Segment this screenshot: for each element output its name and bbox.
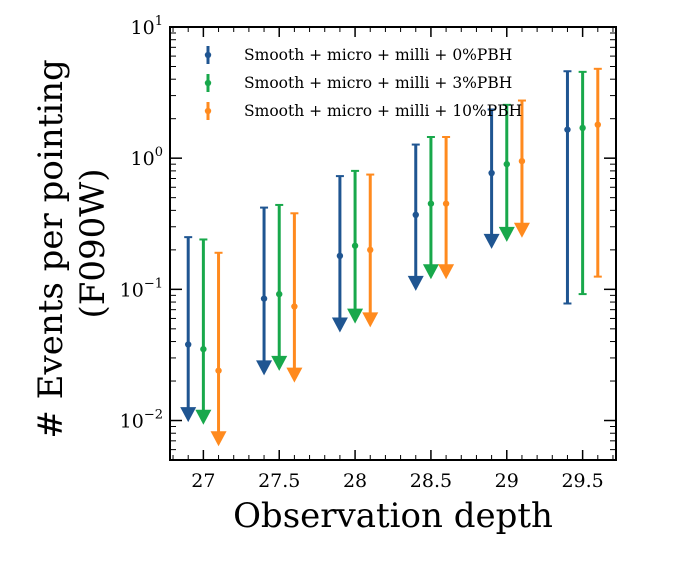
y-axis-title-line-1: # Events per pointing (31, 59, 71, 438)
x-tick-label: 27 (191, 470, 215, 492)
data-point (579, 124, 586, 132)
legend-marker-point (204, 79, 212, 87)
upper-limit-arrow (513, 222, 530, 238)
data-point (200, 345, 207, 353)
series-1 (195, 70, 587, 425)
axes: 27 27.5 28 28.5 29 29.5 10−2 10−1 100 101 (120, 14, 617, 492)
y-axis-title: # Events per pointing (F090W) (31, 48, 113, 438)
x-tick-label: 28 (343, 470, 367, 492)
x-tick-label: 28.5 (410, 470, 452, 492)
legend-marker-point (204, 107, 212, 115)
upper-limit-arrow (438, 264, 455, 280)
legend-label: Smooth + micro + milli + 3%PBH (244, 74, 512, 92)
data-point (488, 169, 495, 177)
data-point (215, 367, 222, 374)
x-axis-title: Observation depth (233, 496, 553, 536)
data-point (518, 157, 526, 165)
upper-limit-arrow (256, 360, 273, 376)
data-point (185, 341, 192, 348)
x-tick-label: 29 (495, 470, 519, 492)
legend-label: Smooth + micro + milli + 10%PBH (244, 102, 522, 120)
y-tick-label: 101 (131, 14, 163, 39)
series-2 (210, 67, 602, 447)
data-point (594, 121, 601, 128)
legend: Smooth + micro + milli + 0%PBH Smooth + m… (204, 46, 522, 120)
legend-label: Smooth + micro + milli + 0%PBH (244, 46, 512, 64)
data-point (427, 200, 435, 207)
y-tick-label: 10−2 (120, 408, 163, 433)
upper-limit-arrow (210, 431, 227, 447)
upper-limit-arrow (347, 308, 364, 324)
y-tick-label: 10−1 (120, 276, 163, 301)
upper-limit-arrow (271, 355, 288, 371)
data-point (291, 303, 298, 310)
legend-entry: Smooth + micro + milli + 0%PBH (204, 46, 512, 64)
data-point (351, 242, 359, 249)
x-tick-label: 29.5 (561, 470, 603, 492)
upper-limit-arrow (407, 275, 424, 291)
legend-entry: Smooth + micro + milli + 3%PBH (204, 74, 512, 92)
data-point (336, 252, 344, 260)
plot-frame (169, 26, 617, 461)
x-tick-label: 27.5 (258, 470, 300, 492)
upper-limit-arrow (483, 233, 500, 249)
data-point (412, 211, 419, 219)
data-point (260, 295, 268, 302)
data-point (503, 160, 510, 168)
legend-marker-point (204, 51, 212, 59)
data-point (564, 126, 571, 133)
series-0 (180, 70, 572, 423)
plot-area (180, 67, 602, 447)
upper-limit-arrow (362, 312, 379, 328)
upper-limit-arrow (195, 409, 212, 425)
data-point (442, 200, 450, 207)
upper-limit-arrow (180, 407, 197, 423)
upper-limit-arrow (498, 226, 515, 242)
data-point (276, 290, 283, 298)
legend-entry: Smooth + micro + milli + 10%PBH (204, 102, 522, 120)
data-point (367, 246, 374, 254)
upper-limit-arrow (422, 264, 439, 280)
upper-limit-arrow (286, 367, 303, 383)
y-axis-title-line-2: (F090W) (73, 169, 113, 319)
y-tick-label: 100 (131, 145, 163, 170)
upper-limit-arrow (331, 317, 348, 333)
